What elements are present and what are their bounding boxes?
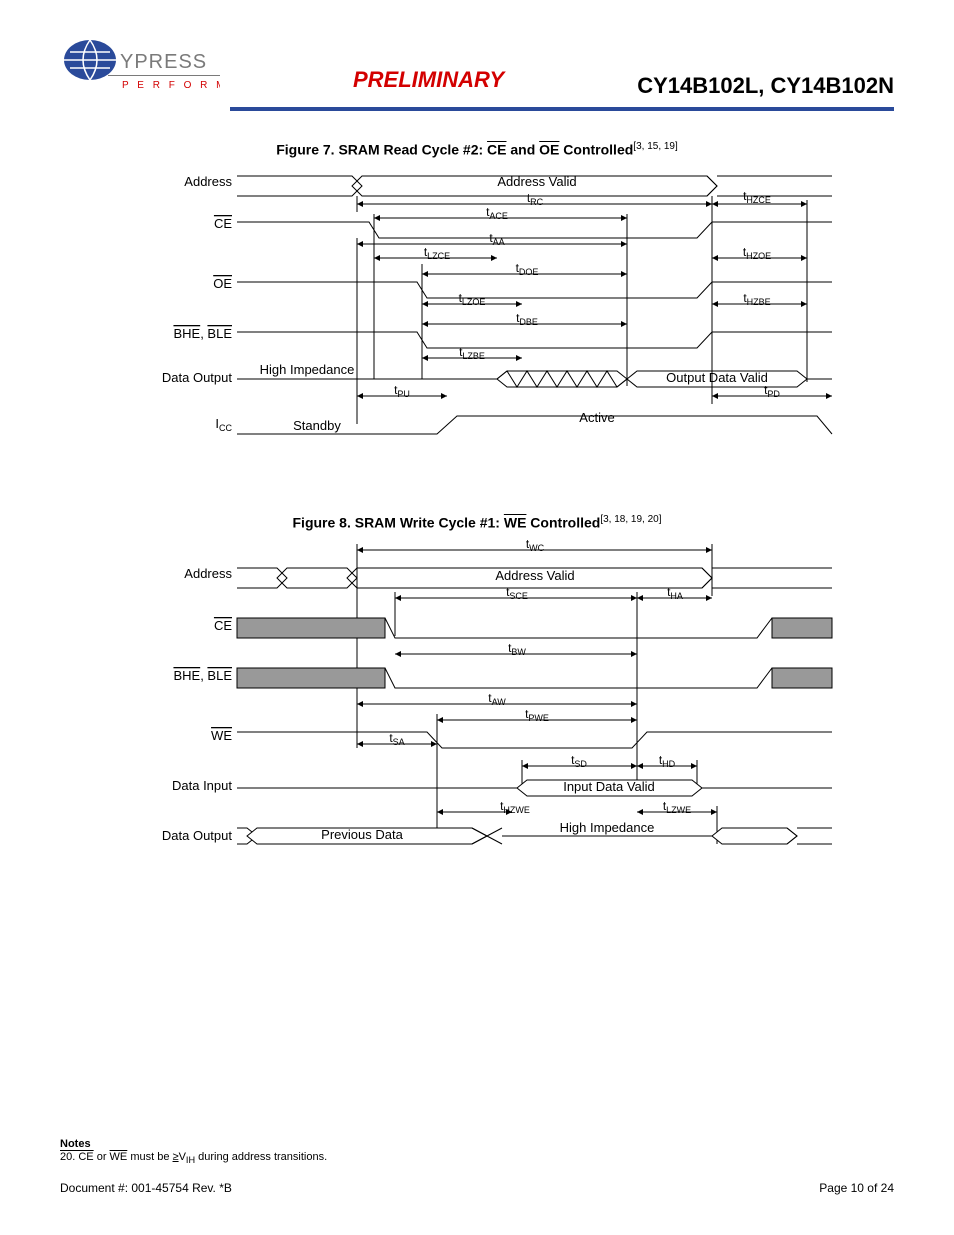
svg-text:tHZCE: tHZCE: [743, 189, 771, 205]
part-numbers: CY14B102L, CY14B102N: [637, 73, 894, 103]
doc-number: Document #: 001-45754 Rev. *B: [60, 1181, 232, 1195]
svg-text:tDBE: tDBE: [516, 311, 538, 327]
svg-text:Standby: Standby: [293, 418, 341, 433]
svg-text:tACE: tACE: [486, 205, 508, 221]
f7-ce-trace: [237, 222, 832, 238]
f8-label-address: Address: [184, 566, 232, 581]
svg-text:tHZWE: tHZWE: [500, 799, 530, 815]
svg-text:tLZBE: tLZBE: [459, 345, 485, 361]
svg-text:Previous Data: Previous Data: [321, 827, 403, 842]
svg-text:tPWE: tPWE: [525, 707, 549, 723]
svg-text:Input Data Valid: Input Data Valid: [563, 779, 655, 794]
f7-tHZOE: tHZOE: [712, 245, 807, 261]
f7-tLZCE: tLZCE: [374, 245, 497, 261]
page-header: YPRESS P E R F O R M PRELIMINARY CY14B10…: [60, 30, 894, 103]
notes-section: Notes 20. CE or WE must be ≥VIH during a…: [60, 1138, 327, 1165]
f7-label-bhe-ble: BHE, BLE: [173, 326, 232, 341]
figure7-diagram: Address CE OE BHE, BLE Data Output ICC A…: [117, 164, 837, 454]
f7-bhe-trace: [237, 332, 832, 348]
f8-label-ce: CE: [214, 618, 232, 633]
f8-tPWE: tPWE: [437, 707, 637, 838]
svg-text:Address Valid: Address Valid: [495, 568, 574, 583]
logo-tagline: P E R F O R M: [122, 80, 220, 91]
f8-din-trace: Input Data Valid: [237, 779, 832, 796]
f8-tHA: tHA: [637, 585, 712, 601]
f8-label-bhe: BHE, BLE: [173, 668, 232, 683]
f7-tLZOE: tLZOE: [422, 291, 522, 307]
f8-dout-trace: Previous Data High Impedance: [237, 820, 832, 844]
f8-label-we: WE: [211, 728, 232, 743]
logo: YPRESS P E R F O R M: [60, 30, 220, 103]
f8-label-dout: Data Output: [162, 828, 232, 843]
f8-address-trace: Address Valid: [237, 568, 832, 588]
f7-label-icc: ICC: [215, 416, 232, 433]
svg-text:YPRESS: YPRESS: [120, 51, 207, 73]
f7-tHZBE: tHZBE: [712, 291, 807, 307]
svg-text:tSCE: tSCE: [506, 585, 528, 601]
svg-text:Address Valid: Address Valid: [497, 174, 576, 189]
page-number: Page 10 of 24: [819, 1181, 894, 1195]
svg-text:tLZCE: tLZCE: [424, 245, 450, 261]
f8-tAW: tAW: [357, 691, 637, 707]
f8-ce-trace: [237, 618, 832, 638]
f7-tACE: tACE: [374, 205, 627, 379]
f7-tRC: tRC: [357, 191, 712, 212]
f7-label-oe: OE: [213, 276, 232, 291]
svg-text:tHA: tHA: [667, 585, 683, 601]
figure8-diagram: Address CE BHE, BLE WE Data Input Data O…: [117, 536, 837, 856]
svg-text:tHZOE: tHZOE: [743, 245, 771, 261]
svg-text:tBW: tBW: [508, 641, 526, 657]
svg-text:tSA: tSA: [389, 731, 404, 747]
svg-text:Output Data Valid: Output Data Valid: [666, 370, 768, 385]
note-20: 20. CE or WE must be ≥VIH during address…: [60, 1151, 327, 1163]
preliminary-banner: PRELIMINARY: [220, 67, 637, 103]
svg-text:tAA: tAA: [489, 231, 504, 247]
svg-text:tRC: tRC: [527, 191, 544, 207]
f8-tSA: tSA: [357, 731, 437, 747]
f8-bhe-trace: [237, 668, 832, 688]
f7-label-dout: Data Output: [162, 370, 232, 385]
svg-text:High Impedance: High Impedance: [260, 362, 355, 377]
page-footer: Document #: 001-45754 Rev. *B Page 10 of…: [60, 1181, 894, 1195]
svg-text:tHD: tHD: [659, 753, 676, 769]
f7-tDBE: tDBE: [422, 311, 627, 327]
f8-tBW: tBW: [395, 641, 637, 657]
svg-text:tDOE: tDOE: [516, 261, 539, 277]
svg-text:tHZBE: tHZBE: [743, 291, 770, 307]
svg-text:tAW: tAW: [488, 691, 506, 707]
header-rule: [230, 107, 894, 111]
f8-we-trace: [237, 732, 832, 748]
f7-label-address: Address: [184, 174, 232, 189]
svg-text:tSD: tSD: [571, 753, 587, 769]
f7-tLZBE: tLZBE: [422, 345, 522, 361]
svg-text:tWC: tWC: [526, 537, 545, 553]
f7-label-ce: CE: [214, 216, 232, 231]
svg-text:High Impedance: High Impedance: [560, 820, 655, 835]
f7-tHZCE: tHZCE: [712, 189, 807, 382]
f8-label-din: Data Input: [172, 778, 232, 793]
figure7-caption: Figure 7. SRAM Read Cycle #2: CE and OE …: [60, 141, 894, 158]
svg-text:tLZWE: tLZWE: [663, 799, 691, 815]
cypress-logo-icon: YPRESS P E R F O R M: [60, 30, 220, 100]
f7-tPU: tPU: [357, 383, 447, 399]
figure8-caption: Figure 8. SRAM Write Cycle #1: WE Contro…: [60, 514, 894, 531]
svg-text:tPU: tPU: [394, 383, 410, 399]
f8-tHZWE: tHZWE: [437, 799, 530, 815]
svg-text:Active: Active: [579, 410, 614, 425]
svg-text:tLZOE: tLZOE: [459, 291, 486, 307]
f7-icc-trace: Standby Active: [237, 410, 832, 434]
